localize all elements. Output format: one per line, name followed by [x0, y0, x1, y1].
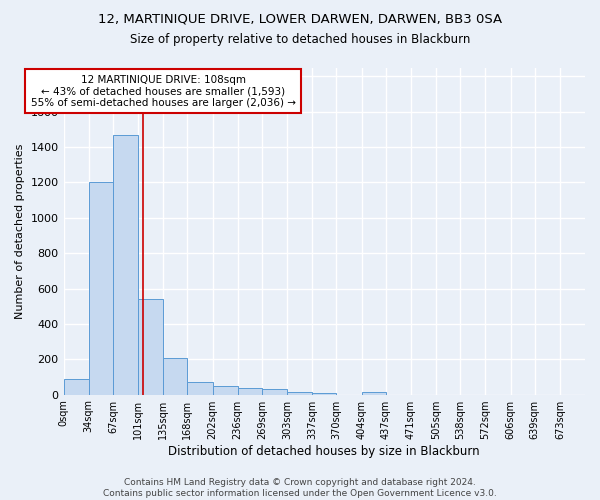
- Text: 12 MARTINIQUE DRIVE: 108sqm
← 43% of detached houses are smaller (1,593)
55% of : 12 MARTINIQUE DRIVE: 108sqm ← 43% of det…: [31, 74, 296, 108]
- Bar: [138, 299, 163, 394]
- Bar: [287, 392, 312, 394]
- Text: Contains HM Land Registry data © Crown copyright and database right 2024.
Contai: Contains HM Land Registry data © Crown c…: [103, 478, 497, 498]
- Y-axis label: Number of detached properties: Number of detached properties: [15, 144, 25, 318]
- Bar: [238, 388, 262, 394]
- Text: 12, MARTINIQUE DRIVE, LOWER DARWEN, DARWEN, BB3 0SA: 12, MARTINIQUE DRIVE, LOWER DARWEN, DARW…: [98, 12, 502, 26]
- Text: Size of property relative to detached houses in Blackburn: Size of property relative to detached ho…: [130, 32, 470, 46]
- Bar: [362, 392, 386, 394]
- Bar: [163, 358, 187, 394]
- Bar: [187, 382, 212, 394]
- Bar: [212, 386, 238, 394]
- Bar: [113, 134, 138, 394]
- Bar: [89, 182, 113, 394]
- Bar: [64, 378, 89, 394]
- Bar: [262, 390, 287, 394]
- Bar: [312, 393, 337, 394]
- X-axis label: Distribution of detached houses by size in Blackburn: Distribution of detached houses by size …: [169, 444, 480, 458]
